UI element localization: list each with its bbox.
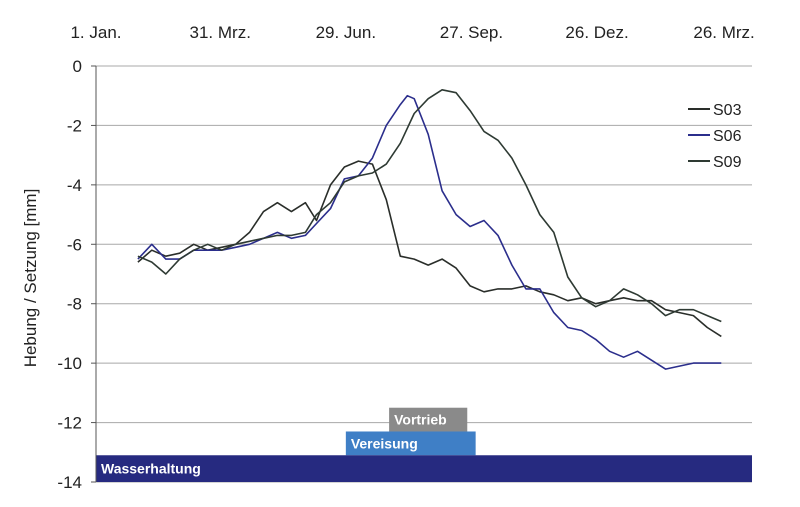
series-line-s06 <box>137 94 722 370</box>
y-tick-label: -2 <box>67 116 82 135</box>
x-tick-label: 26. Dez. <box>565 23 628 42</box>
x-tick-label: 31. Mrz. <box>190 23 251 42</box>
grid <box>96 65 752 483</box>
x-tick-label: 26. Mrz. <box>693 23 754 42</box>
legend-label-s03: S03 <box>713 102 742 119</box>
y-axis-title: Hebung / Setzung [mm] <box>21 189 40 368</box>
phase-label: Wasserhaltung <box>101 461 201 477</box>
y-tick-label: -14 <box>57 473 82 492</box>
phase-vortrieb: Vortrieb <box>389 407 468 432</box>
legend-label-s09: S09 <box>713 154 742 171</box>
x-tick-label: 27. Sep. <box>440 23 503 42</box>
series-lines <box>137 89 722 370</box>
y-tick-label: -10 <box>57 354 82 373</box>
series-line-s09 <box>137 89 722 323</box>
phase-label: Vereisung <box>351 435 418 451</box>
phase-bar <box>96 455 752 482</box>
y-tick-label: -8 <box>67 295 82 314</box>
y-tick-label: -6 <box>67 235 82 254</box>
y-tick-label: 0 <box>73 57 82 76</box>
phase-label: Vortrieb <box>394 412 447 428</box>
phase-wasserhaltung: Wasserhaltung <box>96 455 752 482</box>
x-axis-ticks: 1. Jan. 31. Mrz. 29. Jun. 27. Sep. 26. Dez. 2… <box>70 23 754 42</box>
x-tick-label: 1. Jan. <box>70 23 121 42</box>
legend: S03 S06 S09 <box>688 102 742 171</box>
y-axis-ticks: 0 -2 -4 -6 -8 -10 -12 -14 <box>57 57 96 492</box>
y-tick-label: -12 <box>57 414 82 433</box>
phase-bar <box>389 407 468 432</box>
x-tick-label: 29. Jun. <box>316 23 377 42</box>
y-tick-label: -4 <box>67 176 82 195</box>
phase-vereisung: Vereisung <box>345 431 476 456</box>
phase-bars: Vortrieb Vereisung Wasserhaltung <box>96 407 752 482</box>
phase-bar <box>345 431 476 456</box>
legend-label-s06: S06 <box>713 128 742 145</box>
